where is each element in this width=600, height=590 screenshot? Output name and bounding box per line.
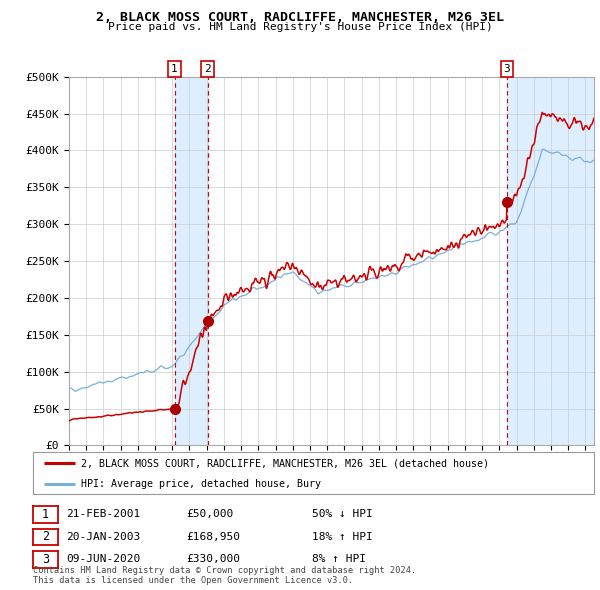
Text: 50% ↓ HPI: 50% ↓ HPI [312,510,373,519]
Text: 21-FEB-2001: 21-FEB-2001 [66,510,140,519]
Text: 3: 3 [42,553,49,566]
Text: 2, BLACK MOSS COURT, RADCLIFFE, MANCHESTER, M26 3EL: 2, BLACK MOSS COURT, RADCLIFFE, MANCHEST… [96,11,504,24]
Text: 09-JUN-2020: 09-JUN-2020 [66,555,140,564]
Bar [175,77,208,445]
Bar [507,77,594,445]
Text: 3: 3 [503,64,510,74]
Text: £168,950: £168,950 [186,532,240,542]
Text: 2: 2 [204,64,211,74]
Text: 2, BLACK MOSS COURT, RADCLIFFE, MANCHESTER, M26 3EL (detached house): 2, BLACK MOSS COURT, RADCLIFFE, MANCHEST… [80,458,488,468]
Text: 1: 1 [171,64,178,74]
Text: 8% ↑ HPI: 8% ↑ HPI [312,555,366,564]
Text: £50,000: £50,000 [186,510,233,519]
Text: Contains HM Land Registry data © Crown copyright and database right 2024.
This d: Contains HM Land Registry data © Crown c… [33,566,416,585]
Text: 20-JAN-2003: 20-JAN-2003 [66,532,140,542]
Text: 1: 1 [42,508,49,521]
Text: £330,000: £330,000 [186,555,240,564]
Text: 18% ↑ HPI: 18% ↑ HPI [312,532,373,542]
Text: HPI: Average price, detached house, Bury: HPI: Average price, detached house, Bury [80,479,320,489]
Text: 2: 2 [42,530,49,543]
Text: Price paid vs. HM Land Registry's House Price Index (HPI): Price paid vs. HM Land Registry's House … [107,22,493,32]
